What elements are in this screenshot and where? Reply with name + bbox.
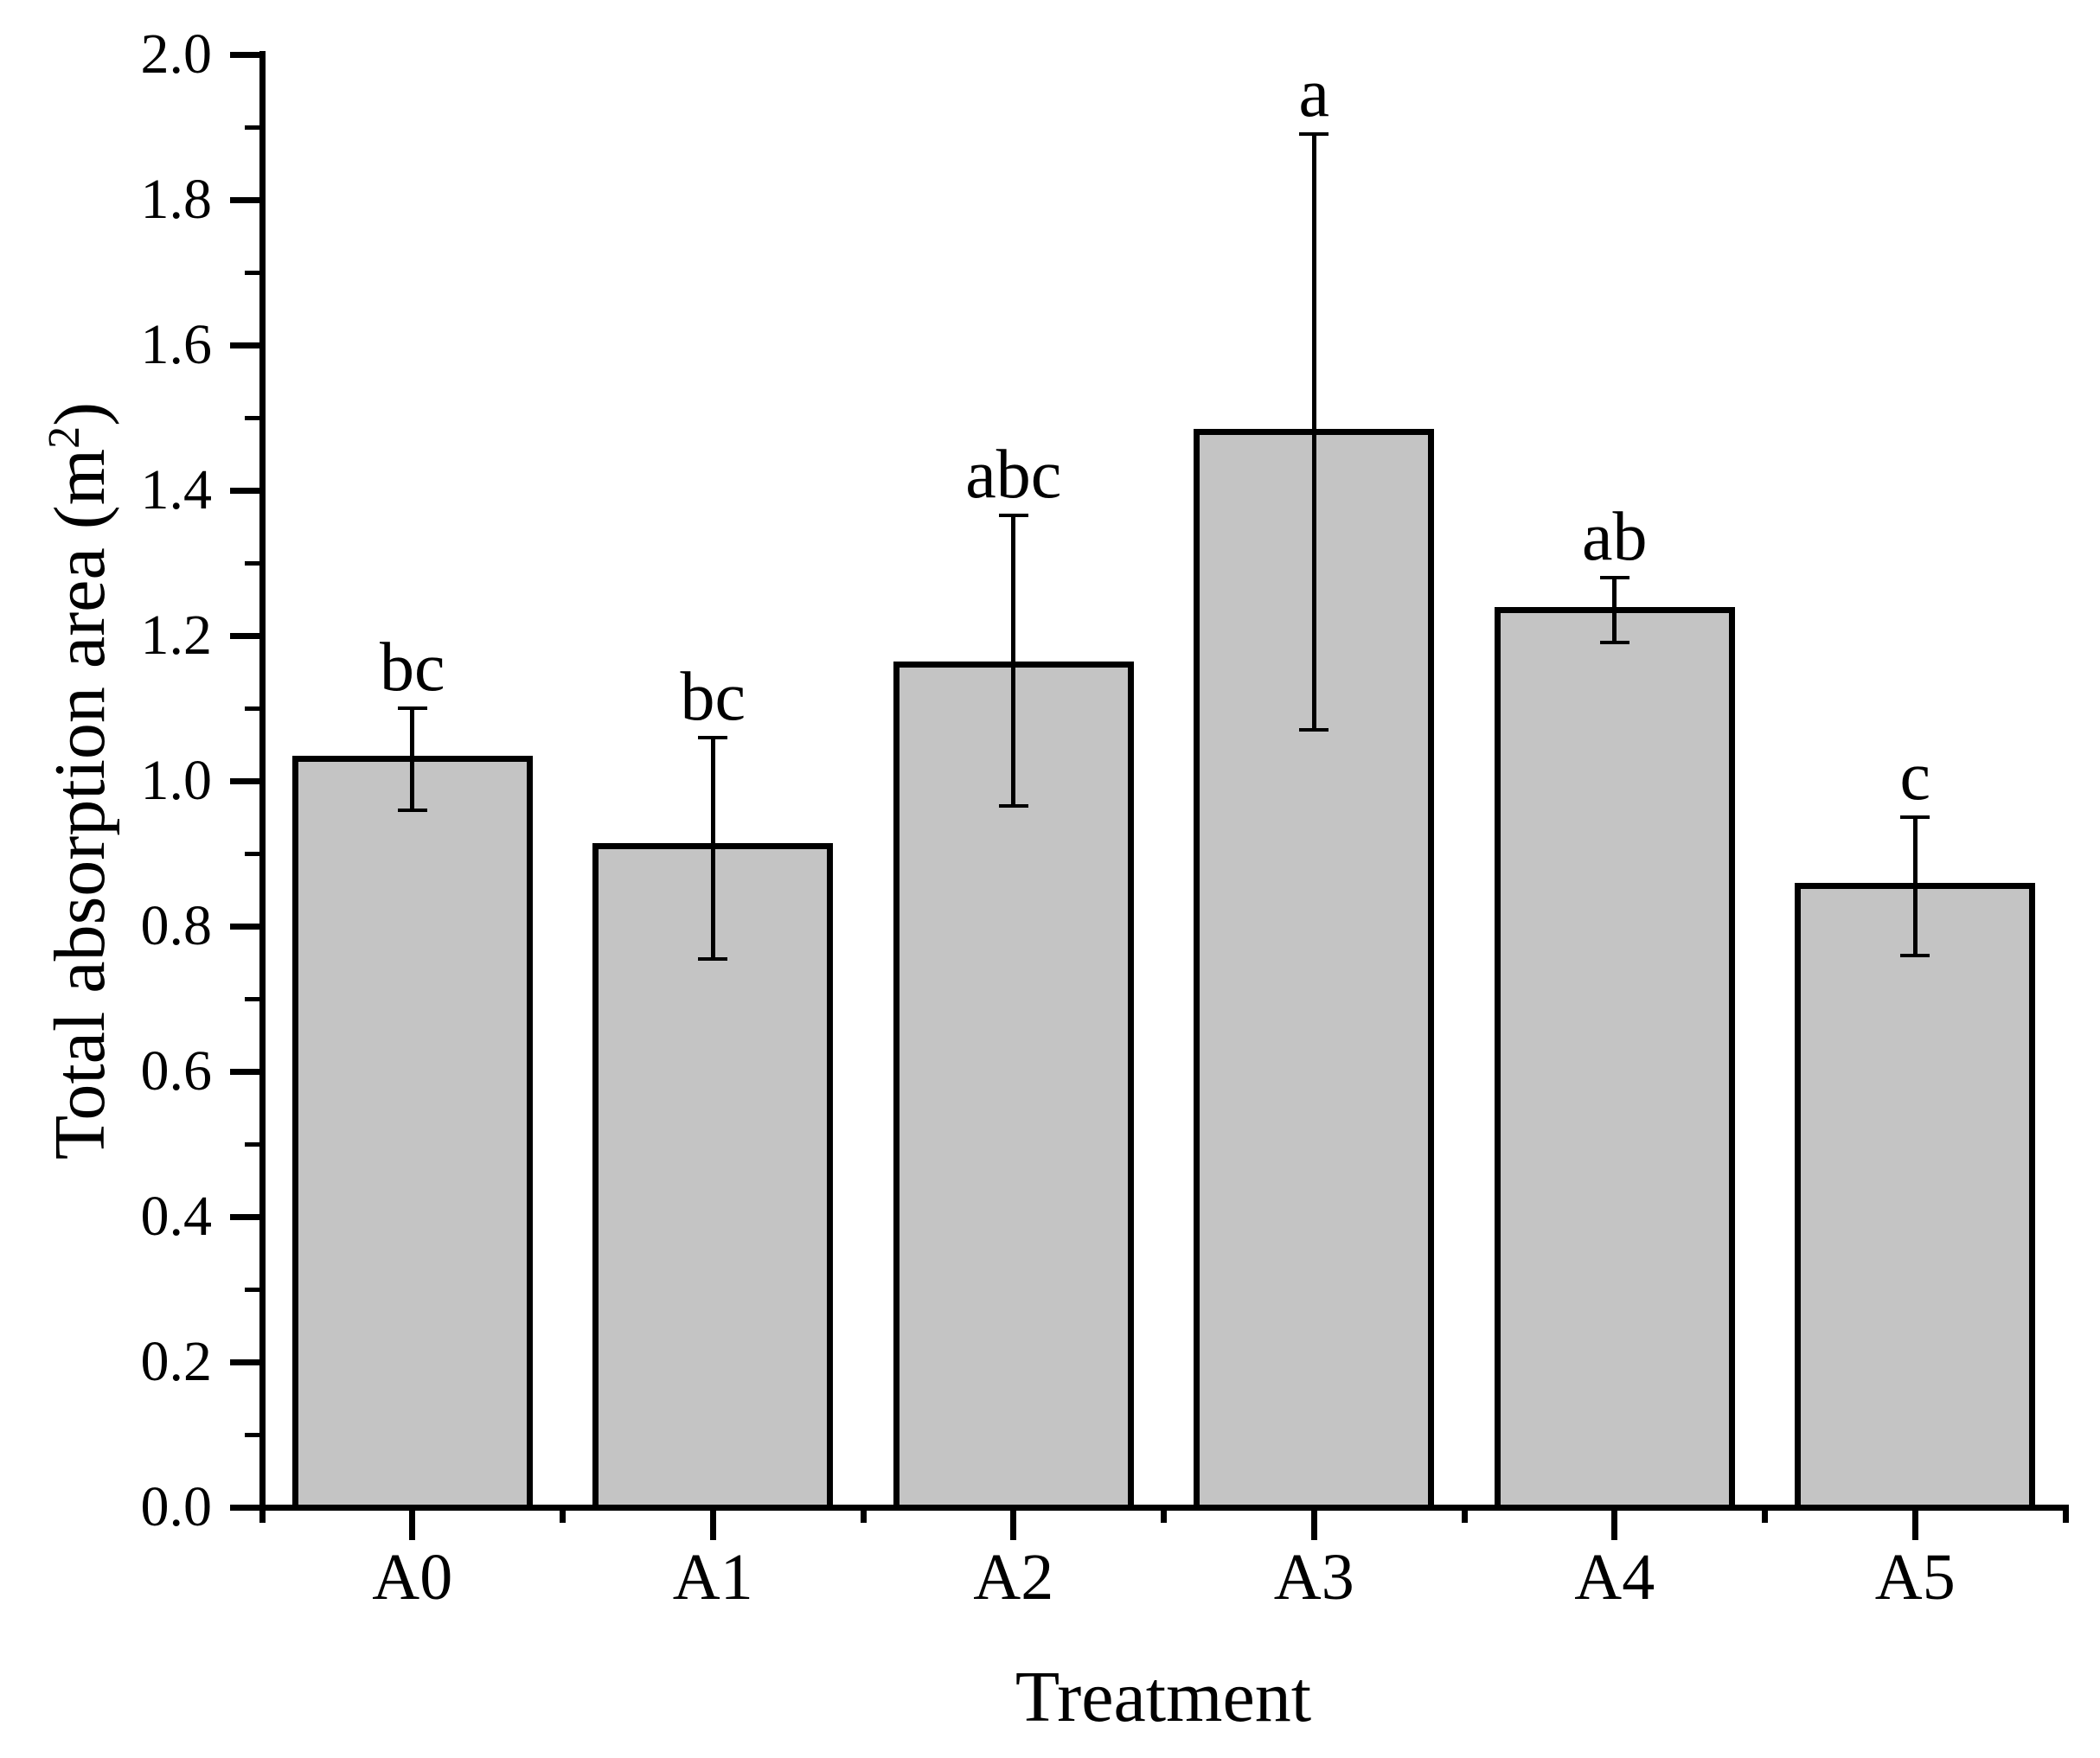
- y-tick-major: [230, 777, 263, 784]
- y-tick-minor: [245, 1141, 263, 1147]
- bar-A0: [291, 756, 533, 1511]
- y-tick-minor: [245, 560, 263, 566]
- y-axis-title-suffix: ): [40, 401, 120, 426]
- y-axis-title: Total absorption area (m2): [40, 401, 120, 1160]
- y-tick-minor: [245, 125, 263, 130]
- x-tick-minor: [560, 1511, 566, 1523]
- y-tick-label-0.0: 0.0: [140, 1475, 213, 1538]
- y-tick-minor: [245, 1432, 263, 1437]
- error-bar-cap-bottom: [998, 804, 1028, 809]
- y-tick-label-0.4: 0.4: [140, 1185, 213, 1248]
- bar-A4: [1494, 607, 1735, 1511]
- x-tick-minor: [259, 1511, 266, 1523]
- error-bar-cap-top: [1299, 132, 1329, 137]
- error-bar-cap-top: [998, 514, 1028, 518]
- x-tick-minor: [1762, 1511, 1768, 1523]
- y-tick-label-1.8: 1.8: [140, 168, 213, 231]
- sig-letter-A3: a: [1298, 55, 1330, 132]
- x-tick-label-A5: A5: [1874, 1541, 1956, 1614]
- bar-A5: [1795, 883, 2036, 1511]
- error-bar-line: [1011, 515, 1016, 807]
- y-tick-label-0.8: 0.8: [140, 894, 213, 957]
- y-tick-major: [230, 1358, 263, 1365]
- sig-letter-A2: abc: [965, 437, 1062, 514]
- y-tick-minor: [245, 851, 263, 856]
- y-tick-minor: [245, 706, 263, 711]
- y-tick-minor: [245, 996, 263, 1001]
- x-tick-label-A1: A1: [672, 1541, 753, 1614]
- y-tick-major: [230, 487, 263, 494]
- x-axis-title: Treatment: [1015, 1657, 1312, 1737]
- error-bar-cap-bottom: [698, 956, 728, 961]
- x-tick-label-A0: A0: [372, 1541, 453, 1614]
- sig-letter-A4: ab: [1581, 498, 1648, 575]
- y-tick-label-1.4: 1.4: [140, 458, 213, 521]
- error-bar-cap-bottom: [1299, 728, 1329, 732]
- error-bar-cap-top: [1900, 815, 1930, 819]
- error-bar-line: [710, 737, 715, 959]
- y-tick-major: [230, 1213, 263, 1220]
- y-tick-minor: [245, 415, 263, 420]
- sig-letter-A1: bc: [680, 658, 746, 735]
- x-tick-label-A3: A3: [1273, 1541, 1354, 1614]
- x-axis-line: [259, 1505, 2069, 1511]
- error-bar-line: [410, 708, 415, 810]
- y-axis-title-superscript: 2: [40, 425, 89, 449]
- error-bar-cap-bottom: [1900, 953, 1930, 957]
- error-bar-line: [1912, 817, 1918, 956]
- sig-letter-A5: c: [1899, 738, 1931, 815]
- y-tick-major: [230, 196, 263, 203]
- y-tick-major: [230, 51, 263, 58]
- y-tick-label-1.6: 1.6: [140, 313, 213, 376]
- y-tick-label-0.2: 0.2: [140, 1330, 213, 1393]
- error-bar-cap-top: [1599, 575, 1629, 579]
- x-tick-major: [1010, 1511, 1017, 1540]
- error-bar-line: [1311, 134, 1316, 731]
- y-tick-minor: [245, 270, 263, 275]
- x-tick-label-A4: A4: [1574, 1541, 1655, 1614]
- y-tick-major: [230, 342, 263, 348]
- sig-letter-A0: bc: [379, 630, 445, 706]
- y-tick-label-0.6: 0.6: [140, 1039, 213, 1103]
- x-tick-minor: [1461, 1511, 1468, 1523]
- x-tick-minor: [2062, 1511, 2069, 1523]
- y-tick-major: [230, 632, 263, 639]
- x-tick-major: [1611, 1511, 1618, 1540]
- error-bar-cap-top: [397, 706, 427, 710]
- y-tick-major: [230, 1068, 263, 1075]
- error-bar-cap-bottom: [397, 808, 427, 812]
- error-bar-line: [1612, 577, 1617, 643]
- x-tick-minor: [1161, 1511, 1167, 1523]
- y-tick-major: [230, 1504, 263, 1511]
- x-tick-major: [1310, 1511, 1317, 1540]
- y-tick-label-1.2: 1.2: [140, 604, 213, 667]
- y-axis-title-prefix: Total absorption area (m: [40, 448, 120, 1160]
- error-bar-cap-bottom: [1599, 641, 1629, 645]
- x-tick-major: [1911, 1511, 1918, 1540]
- x-tick-major: [709, 1511, 716, 1540]
- y-tick-minor: [245, 1287, 263, 1292]
- x-tick-major: [409, 1511, 416, 1540]
- error-bar-cap-top: [698, 735, 728, 739]
- y-axis-line: [259, 51, 266, 1511]
- x-tick-minor: [860, 1511, 867, 1523]
- x-tick-label-A2: A2: [973, 1541, 1054, 1614]
- y-tick-label-1.0: 1.0: [140, 749, 213, 812]
- y-tick-major: [230, 923, 263, 930]
- y-tick-label-2.0: 2.0: [140, 22, 213, 86]
